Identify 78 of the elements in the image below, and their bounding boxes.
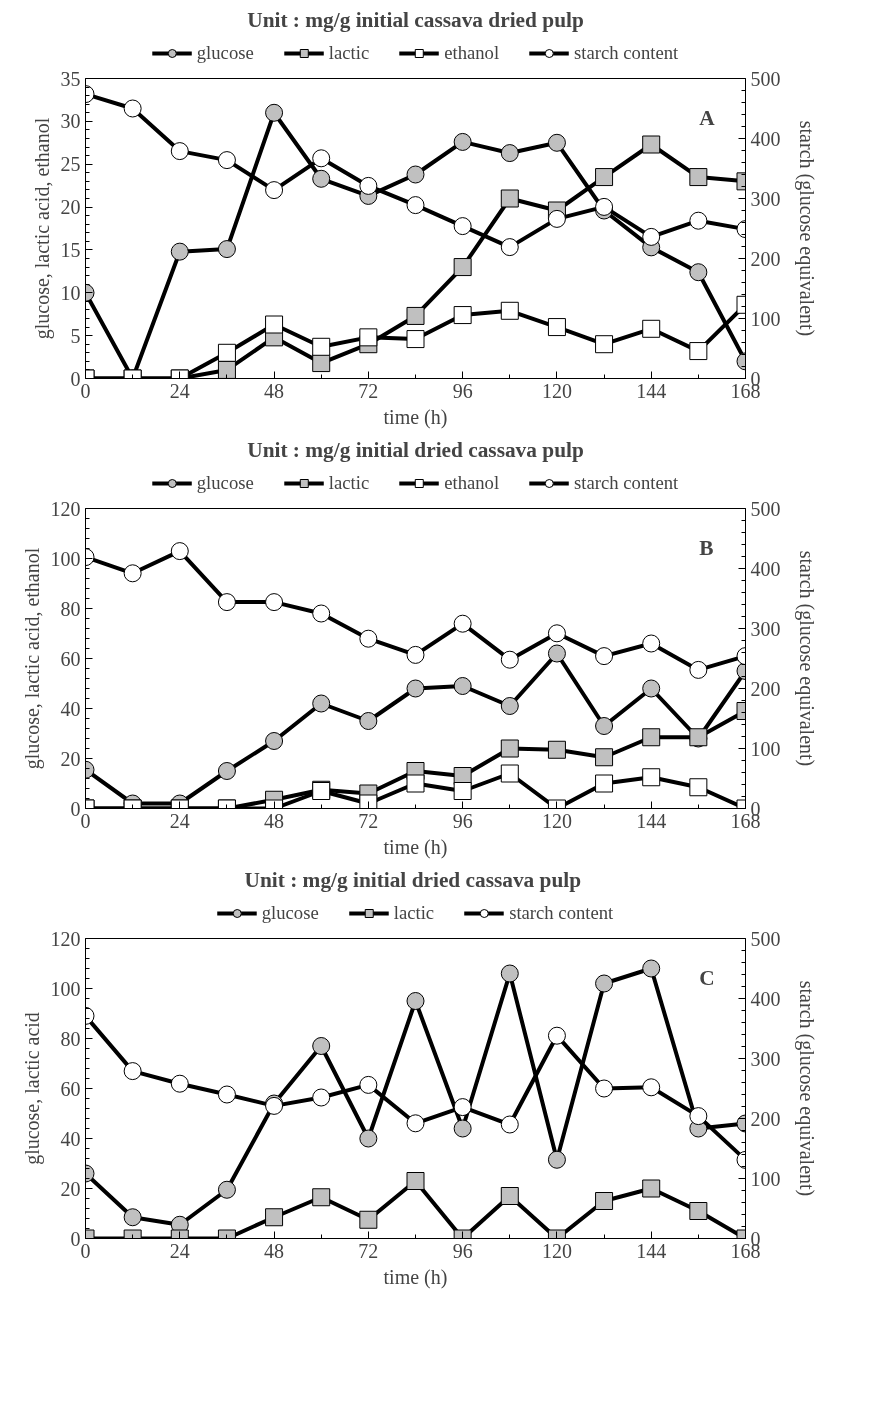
y2-tick-label: 200 [750, 247, 781, 270]
x-axis-title: time (h) [383, 405, 448, 429]
y-tick-label: 60 [60, 647, 81, 670]
legend-label: glucose [196, 42, 254, 64]
y2-tick-label: 300 [750, 617, 781, 640]
x-tick-label: 72 [358, 1239, 379, 1262]
x-tick-label: 48 [264, 809, 285, 832]
y-tick-label: 100 [50, 977, 81, 1000]
x-tick-label: 144 [636, 809, 667, 832]
y2-tick-label: 400 [750, 987, 781, 1010]
x-tick-label: 24 [169, 379, 190, 402]
y-tick-label: 20 [60, 747, 81, 770]
legend-label: ethanol [444, 472, 500, 494]
y-tick-label: 5 [70, 324, 81, 347]
legend-label: lactic [328, 472, 370, 494]
y2-axis-title: starch (glucose equivalent) [794, 550, 818, 767]
y2-axis-title: starch (glucose equivalent) [794, 120, 818, 337]
y-tick-label: 120 [50, 927, 81, 950]
x-tick-label: 120 [541, 1239, 572, 1262]
y-tick-label: 20 [60, 196, 81, 219]
y-tick-label: 20 [60, 1177, 81, 1200]
y2-tick-label: 100 [750, 1167, 781, 1190]
chart-title: Unit : mg/g initial dried cassava pulp [247, 437, 584, 462]
x-tick-label: 96 [452, 1239, 473, 1262]
legend-label: lactic [328, 42, 370, 64]
y-tick-label: 60 [60, 1077, 81, 1100]
x-tick-label: 72 [358, 809, 379, 832]
y-tick-label: 30 [60, 110, 81, 133]
y-tick-label: 100 [50, 547, 81, 570]
y2-axis-title: starch (glucose equivalent) [794, 980, 818, 1197]
x-tick-label: 120 [541, 379, 572, 402]
y-tick-label: 120 [50, 497, 81, 520]
x-tick-label: 96 [452, 379, 473, 402]
legend-label: glucose [261, 902, 319, 924]
x-tick-label: 144 [636, 1239, 667, 1262]
annotation: C [699, 965, 715, 990]
y-tick-label: 15 [60, 238, 81, 261]
y-tick-label: 25 [60, 153, 81, 176]
y-tick-label: 40 [60, 697, 81, 720]
chart-title: Unit : mg/g initial dried cassava pulp [244, 867, 582, 892]
y-tick-label: 80 [60, 1027, 81, 1050]
y2-tick-label: 300 [750, 1047, 781, 1070]
x-tick-label: 24 [169, 1239, 190, 1262]
y2-tick-label: 300 [750, 187, 781, 210]
y-axis-title: glucose, lactic acid, ethanol [30, 117, 54, 340]
legend-label: starch content [509, 902, 614, 924]
x-tick-label: 120 [541, 809, 572, 832]
x-tick-label: 48 [264, 379, 285, 402]
annotation: A [699, 105, 716, 130]
x-tick-label: 24 [169, 809, 190, 832]
legend-label: starch content [574, 472, 679, 494]
chart-title: Unit : mg/g initial cassava dried pulp [247, 7, 584, 32]
y2-tick-label: 200 [750, 677, 781, 700]
y2-tick-label: 400 [750, 557, 781, 580]
y2-tick-label: 500 [750, 67, 781, 90]
x-axis-title: time (h) [383, 1265, 448, 1289]
y-tick-label: 35 [60, 67, 81, 90]
x-tick-label: 96 [452, 809, 473, 832]
y2-tick-label: 500 [750, 497, 781, 520]
y-axis-title: glucose, lactic acid [20, 1012, 44, 1165]
x-tick-label: 72 [358, 379, 379, 402]
y-tick-label: 40 [60, 1127, 81, 1150]
y2-tick-label: 100 [750, 307, 781, 330]
legend-label: glucose [196, 472, 254, 494]
legend-label: ethanol [444, 42, 500, 64]
legend-label: starch content [574, 42, 679, 64]
y-tick-label: 10 [60, 281, 81, 304]
y-tick-label: 80 [60, 597, 81, 620]
y-axis-title: glucose, lactic acid, ethanol [20, 547, 44, 770]
y2-tick-label: 500 [750, 927, 781, 950]
y2-tick-label: 200 [750, 1107, 781, 1130]
legend-label: lactic [393, 902, 435, 924]
y2-tick-label: 100 [750, 737, 781, 760]
x-axis-title: time (h) [383, 835, 448, 859]
annotation: B [699, 535, 714, 560]
x-tick-label: 144 [636, 379, 667, 402]
y2-tick-label: 400 [750, 127, 781, 150]
x-tick-label: 48 [264, 1239, 285, 1262]
